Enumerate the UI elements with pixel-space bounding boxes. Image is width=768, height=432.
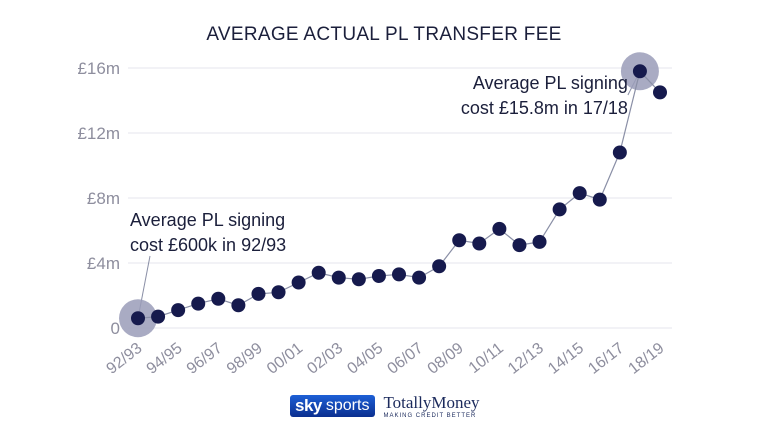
y-tick-label: £12m — [77, 124, 120, 143]
data-point-95-96 — [191, 296, 206, 311]
totallymoney-tagline: MAKING CREDIT BETTER — [383, 412, 477, 419]
data-point-96-97 — [211, 291, 226, 306]
data-point-07-08 — [432, 259, 447, 274]
y-tick-label: £4m — [87, 254, 120, 273]
x-tick-label: 18/19 — [625, 340, 667, 378]
x-axis-ticks: 92/9394/9596/9798/9900/0102/0304/0506/07… — [103, 340, 667, 378]
data-point-02-03 — [331, 270, 346, 285]
sponsor-logos: sky sports TotallyMoney MAKING CREDIT BE… — [290, 393, 480, 419]
data-point-11-12 — [512, 238, 527, 253]
chart-title: AVERAGE ACTUAL PL TRANSFER FEE — [206, 24, 561, 45]
data-points — [131, 64, 667, 326]
data-point-94-95 — [171, 303, 186, 318]
data-point-08-09 — [452, 233, 467, 248]
data-point-12-13 — [532, 234, 547, 249]
data-point-92-93 — [131, 311, 145, 326]
data-point-16-17 — [612, 145, 627, 160]
y-axis-ticks: 0 £4m £8m £12m £16m — [77, 59, 120, 338]
data-point-97-98 — [231, 298, 246, 313]
data-point-03-04 — [351, 272, 366, 287]
x-tick-label: 94/95 — [144, 340, 186, 378]
data-point-10-11 — [492, 221, 507, 236]
data-point-00-01 — [291, 275, 306, 290]
x-tick-label: 12/13 — [505, 340, 547, 378]
annotation-text: Average PL signing — [473, 73, 628, 93]
x-tick-label: 06/07 — [385, 340, 427, 378]
data-point-13-14 — [552, 202, 567, 217]
data-point-98-99 — [251, 286, 266, 301]
data-point-09-10 — [472, 236, 487, 251]
annotations: Average PL signing cost £600k in 92/93 Ave… — [130, 73, 628, 255]
data-point-17-18 — [632, 64, 647, 79]
x-tick-label: 02/03 — [304, 340, 346, 378]
data-point-14-15 — [572, 186, 587, 201]
x-tick-label: 96/97 — [184, 340, 226, 378]
y-tick-label: £16m — [77, 59, 120, 78]
annotation-text: Average PL signing — [130, 210, 285, 230]
sports-logo-text: sports — [325, 397, 370, 414]
x-tick-label: 16/17 — [585, 340, 627, 378]
data-point-04-05 — [371, 269, 386, 283]
data-point-15-16 — [592, 192, 607, 207]
totallymoney-logo: TotallyMoney MAKING CREDIT BETTER — [383, 394, 479, 419]
data-point-05-06 — [392, 267, 406, 282]
data-point-93-94 — [151, 309, 166, 324]
annotation-text: cost £15.8m in 17/18 — [461, 98, 628, 118]
x-tick-label: 04/05 — [344, 340, 386, 378]
x-tick-label: 00/01 — [264, 340, 306, 378]
annotation-text: cost £600k in 92/93 — [130, 235, 286, 255]
x-tick-label: 92/93 — [103, 340, 145, 378]
data-point-99-00 — [271, 285, 286, 300]
y-tick-label: £8m — [87, 189, 120, 208]
data-point-01-02 — [311, 265, 326, 280]
y-tick-label: 0 — [111, 319, 120, 338]
x-tick-label: 08/09 — [425, 340, 467, 378]
grid-lines — [128, 67, 672, 329]
x-tick-label: 10/11 — [466, 340, 507, 377]
totallymoney-logo-text: TotallyMoney — [383, 392, 480, 412]
x-tick-label: 98/99 — [224, 340, 266, 378]
sky-sports-logo: sky sports — [290, 395, 376, 417]
data-point-06-07 — [412, 270, 427, 285]
x-tick-label: 14/15 — [545, 340, 587, 378]
sky-logo-text: sky — [295, 396, 322, 415]
data-point-18-19 — [653, 85, 667, 100]
